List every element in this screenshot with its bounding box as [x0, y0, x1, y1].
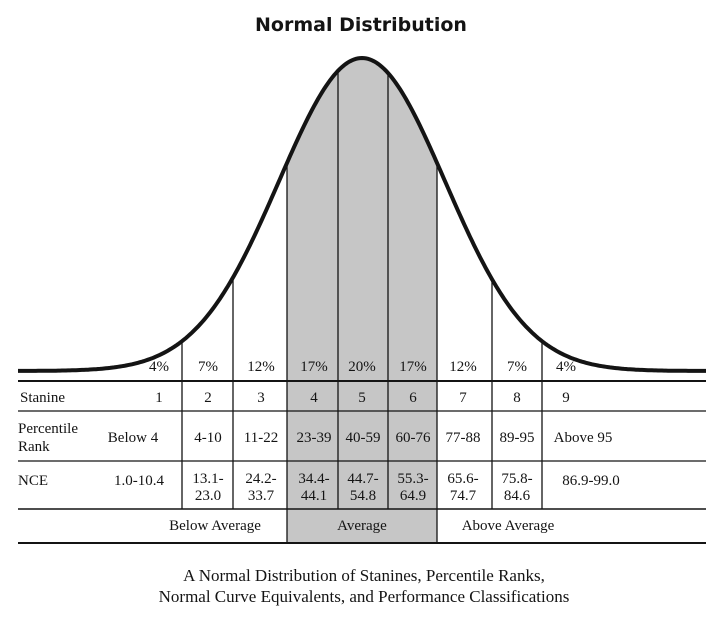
caption-line-1: A Normal Distribution of Stanines, Perce…: [183, 566, 545, 585]
nce-cell: 44.1: [301, 488, 327, 504]
percentage-label: 12%: [449, 359, 477, 375]
nce-cell: 34.4-: [298, 471, 329, 487]
average-shaded-region: [287, 58, 437, 543]
nce-cell: 75.8-: [501, 471, 532, 487]
stanine-number: 9: [562, 390, 570, 406]
percentile-rank-cell: 77-88: [446, 430, 481, 446]
nce-cell: 55.3-: [397, 471, 428, 487]
percentage-label: 7%: [198, 359, 218, 375]
nce-cell: 65.6-: [447, 471, 478, 487]
nce-cell: 23.0: [195, 488, 221, 504]
percentage-label: 4%: [556, 359, 576, 375]
stanine-number: 6: [409, 390, 417, 406]
stanine-number: 7: [459, 390, 467, 406]
nce-cell: 24.2-: [245, 471, 276, 487]
bell-curve: [18, 55, 706, 373]
percentage-label: 12%: [247, 359, 275, 375]
row-label-stanine: Stanine: [20, 390, 65, 406]
nce-cell: 74.7: [450, 488, 477, 504]
nce-cell: 64.9: [400, 488, 426, 504]
percentile-rank-cell: 60-76: [396, 430, 431, 446]
nce-cell: 33.7: [248, 488, 275, 504]
nce-cell: 1.0-10.4: [114, 473, 164, 489]
nce-cell: 84.6: [504, 488, 531, 504]
stanine-table: 4% 7% 12% 17% 20% 17% 12% 7% 4% Stanine 1 2 3 4 5 6 7 8 9 P…: [18, 359, 620, 534]
stanine-dividers: [181, 70, 543, 543]
nce-cell: 86.9-99.0: [562, 473, 620, 489]
stanine-number: 1: [155, 390, 163, 406]
nce-cell: 44.7-: [347, 471, 378, 487]
nce-cell: 54.8: [350, 488, 376, 504]
nce-cell: 13.1-: [192, 471, 223, 487]
stanine-number: 4: [310, 390, 318, 406]
performance-classification: Average: [337, 518, 387, 534]
percentile-rank-cell: 89-95: [500, 430, 535, 446]
percentage-label: 17%: [300, 359, 328, 375]
row-label-rank: Rank: [18, 439, 50, 455]
stanine-number: 2: [204, 390, 212, 406]
stanine-number: 3: [257, 390, 265, 406]
percentile-rank-cell: Above 95: [554, 430, 613, 446]
row-label-nce: NCE: [18, 473, 48, 489]
percentile-rank-cell: 11-22: [244, 430, 278, 446]
caption-line-2: Normal Curve Equivalents, and Performanc…: [159, 587, 570, 606]
table-rules: [18, 380, 706, 544]
percentage-label: 7%: [507, 359, 527, 375]
percentile-rank-cell: 40-59: [346, 430, 381, 446]
percentage-label: 17%: [399, 359, 427, 375]
percentile-rank-cell: 23-39: [297, 430, 332, 446]
performance-classification: Below Average: [169, 518, 261, 534]
percentage-label: 20%: [348, 359, 376, 375]
stanine-number: 8: [513, 390, 521, 406]
stanine-number: 5: [358, 390, 366, 406]
percentile-rank-cell: 4-10: [194, 430, 222, 446]
row-label-percentile: Percentile: [18, 421, 78, 437]
chart-title: Normal Distribution: [255, 14, 467, 36]
percentile-rank-cell: Below 4: [108, 430, 159, 446]
performance-classification: Above Average: [462, 518, 555, 534]
percentage-label: 4%: [149, 359, 169, 375]
